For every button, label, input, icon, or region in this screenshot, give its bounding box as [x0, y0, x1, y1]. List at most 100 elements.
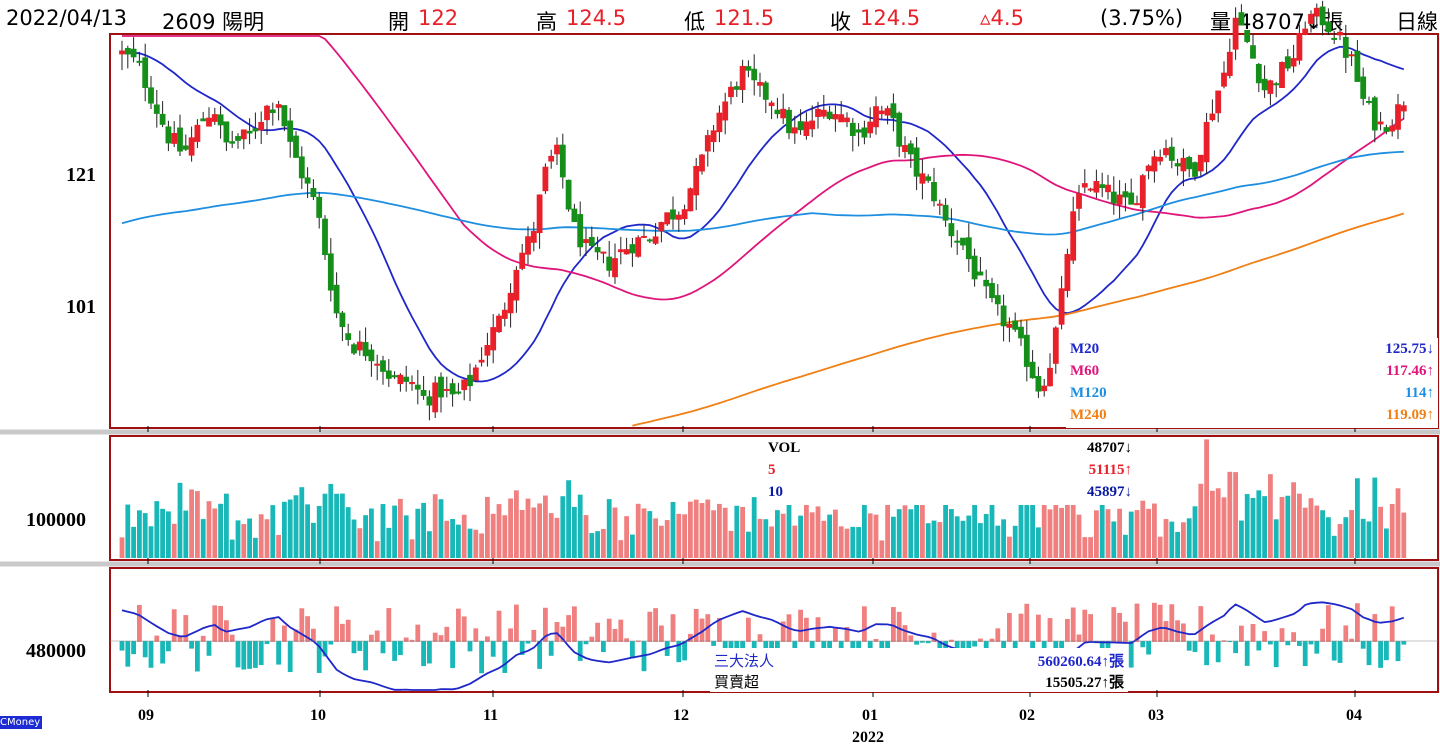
candle-body: [1139, 175, 1146, 209]
inst-bar: [253, 641, 258, 668]
candle-body: [287, 120, 294, 142]
volume-bar: [978, 523, 983, 558]
inst-bar: [1302, 641, 1308, 667]
inst-bar: [183, 615, 189, 642]
inst-bar: [485, 636, 490, 642]
inst-bar: [1192, 641, 1198, 652]
inst-bar: [1279, 628, 1285, 642]
inst-bar: [328, 641, 334, 645]
volume-bar: [235, 520, 241, 558]
candle-body: [1319, 6, 1326, 26]
candle-body: [722, 101, 729, 121]
candle-body: [1279, 62, 1285, 88]
volume-bar: [438, 499, 444, 558]
volume-bar: [1007, 536, 1012, 558]
volume-bar: [519, 509, 525, 558]
volume-bar: [363, 515, 368, 558]
candle-body: [1232, 17, 1239, 50]
candle-body: [1313, 7, 1320, 17]
inst-bar: [670, 614, 676, 642]
volume-bar: [966, 515, 972, 558]
volume-bar: [508, 498, 513, 558]
candle-body: [594, 247, 601, 253]
candle-body: [1354, 50, 1361, 82]
candle-body: [1000, 305, 1007, 327]
volume-bar: [369, 508, 374, 558]
inst-bar: [566, 615, 571, 642]
volume-bar: [1337, 523, 1343, 558]
candle-body: [217, 114, 224, 126]
volume-bar: [914, 484, 919, 558]
candle-body: [1151, 156, 1158, 172]
month-label: 04: [1346, 707, 1362, 724]
volume-bar: [189, 489, 194, 558]
candle-body: [1192, 162, 1198, 177]
candle-body: [1255, 63, 1262, 84]
inst-bar: [1152, 602, 1157, 642]
candle-body: [954, 240, 961, 243]
inst-bar: [833, 627, 838, 642]
volume-bar: [531, 507, 537, 558]
volume-bar: [1088, 537, 1093, 558]
month-label: 02: [1019, 707, 1035, 724]
volume-bar: [1018, 501, 1024, 558]
inst-bar: [247, 641, 252, 669]
candle-body: [600, 251, 607, 254]
volume-bar: [525, 498, 531, 558]
inst-legend: 三大法人 560260.64↑張 買賣超 15505.27↑張: [710, 648, 1128, 692]
volume-bar: [1314, 505, 1320, 558]
inst-bar: [479, 641, 484, 674]
candle-body: [623, 249, 630, 255]
year-label: 2022: [852, 729, 884, 746]
inst-bar: [1297, 641, 1302, 646]
volume-bar: [421, 502, 426, 558]
candle-body: [124, 48, 131, 55]
volume-bar: [583, 515, 589, 558]
volume-bar: [392, 505, 397, 558]
inst-bar: [212, 605, 218, 642]
candle-body: [977, 271, 984, 276]
volume-bar: [160, 508, 165, 558]
inst-bar: [171, 609, 177, 642]
volume-bar: [1163, 519, 1169, 558]
quote-header: 2022/04/13 2609 陽明 開 122 高 124.5 低 121.5…: [0, 0, 1440, 34]
candle-body: [1041, 385, 1048, 392]
moving-averages: [121, 35, 1405, 427]
volume-bar: [1117, 508, 1122, 558]
inst-bar: [1082, 609, 1088, 642]
inst-bar: [380, 641, 386, 654]
inst-bar: [508, 628, 513, 642]
volume-bar: [450, 519, 455, 558]
candle-body: [867, 121, 874, 134]
inst-bar: [1169, 604, 1175, 642]
inst-bar: [450, 641, 455, 669]
candle-body: [1029, 361, 1036, 379]
volume-bar: [1256, 490, 1262, 558]
inst-bar: [925, 641, 931, 644]
volume-bars: [119, 439, 1407, 558]
candle-body: [252, 128, 259, 132]
candle-body: [1093, 180, 1100, 193]
volume-bar: [137, 510, 142, 558]
month-label: 09: [138, 707, 154, 724]
candle-body: [983, 279, 990, 287]
volume-bar: [560, 496, 566, 558]
inst-bar: [862, 606, 867, 642]
volume-bar: [1157, 536, 1163, 558]
candle-body: [426, 396, 433, 406]
legend-vol5: 5 51115↑: [768, 462, 1132, 478]
candle-body: [1203, 121, 1210, 163]
volume-bar: [206, 501, 212, 558]
candle-body: [513, 269, 520, 301]
candle-body: [159, 113, 166, 125]
candle-body: [153, 104, 160, 114]
volume-bar: [746, 531, 751, 558]
candle-body: [461, 379, 468, 391]
candle-body: [809, 120, 816, 130]
inst-bar: [316, 641, 322, 673]
volume-bar: [682, 514, 687, 558]
volume-bar: [415, 508, 421, 558]
legend-m120: M120 114↑: [1070, 385, 1434, 401]
inst-bar: [543, 607, 548, 642]
inst-bar: [1076, 634, 1082, 642]
